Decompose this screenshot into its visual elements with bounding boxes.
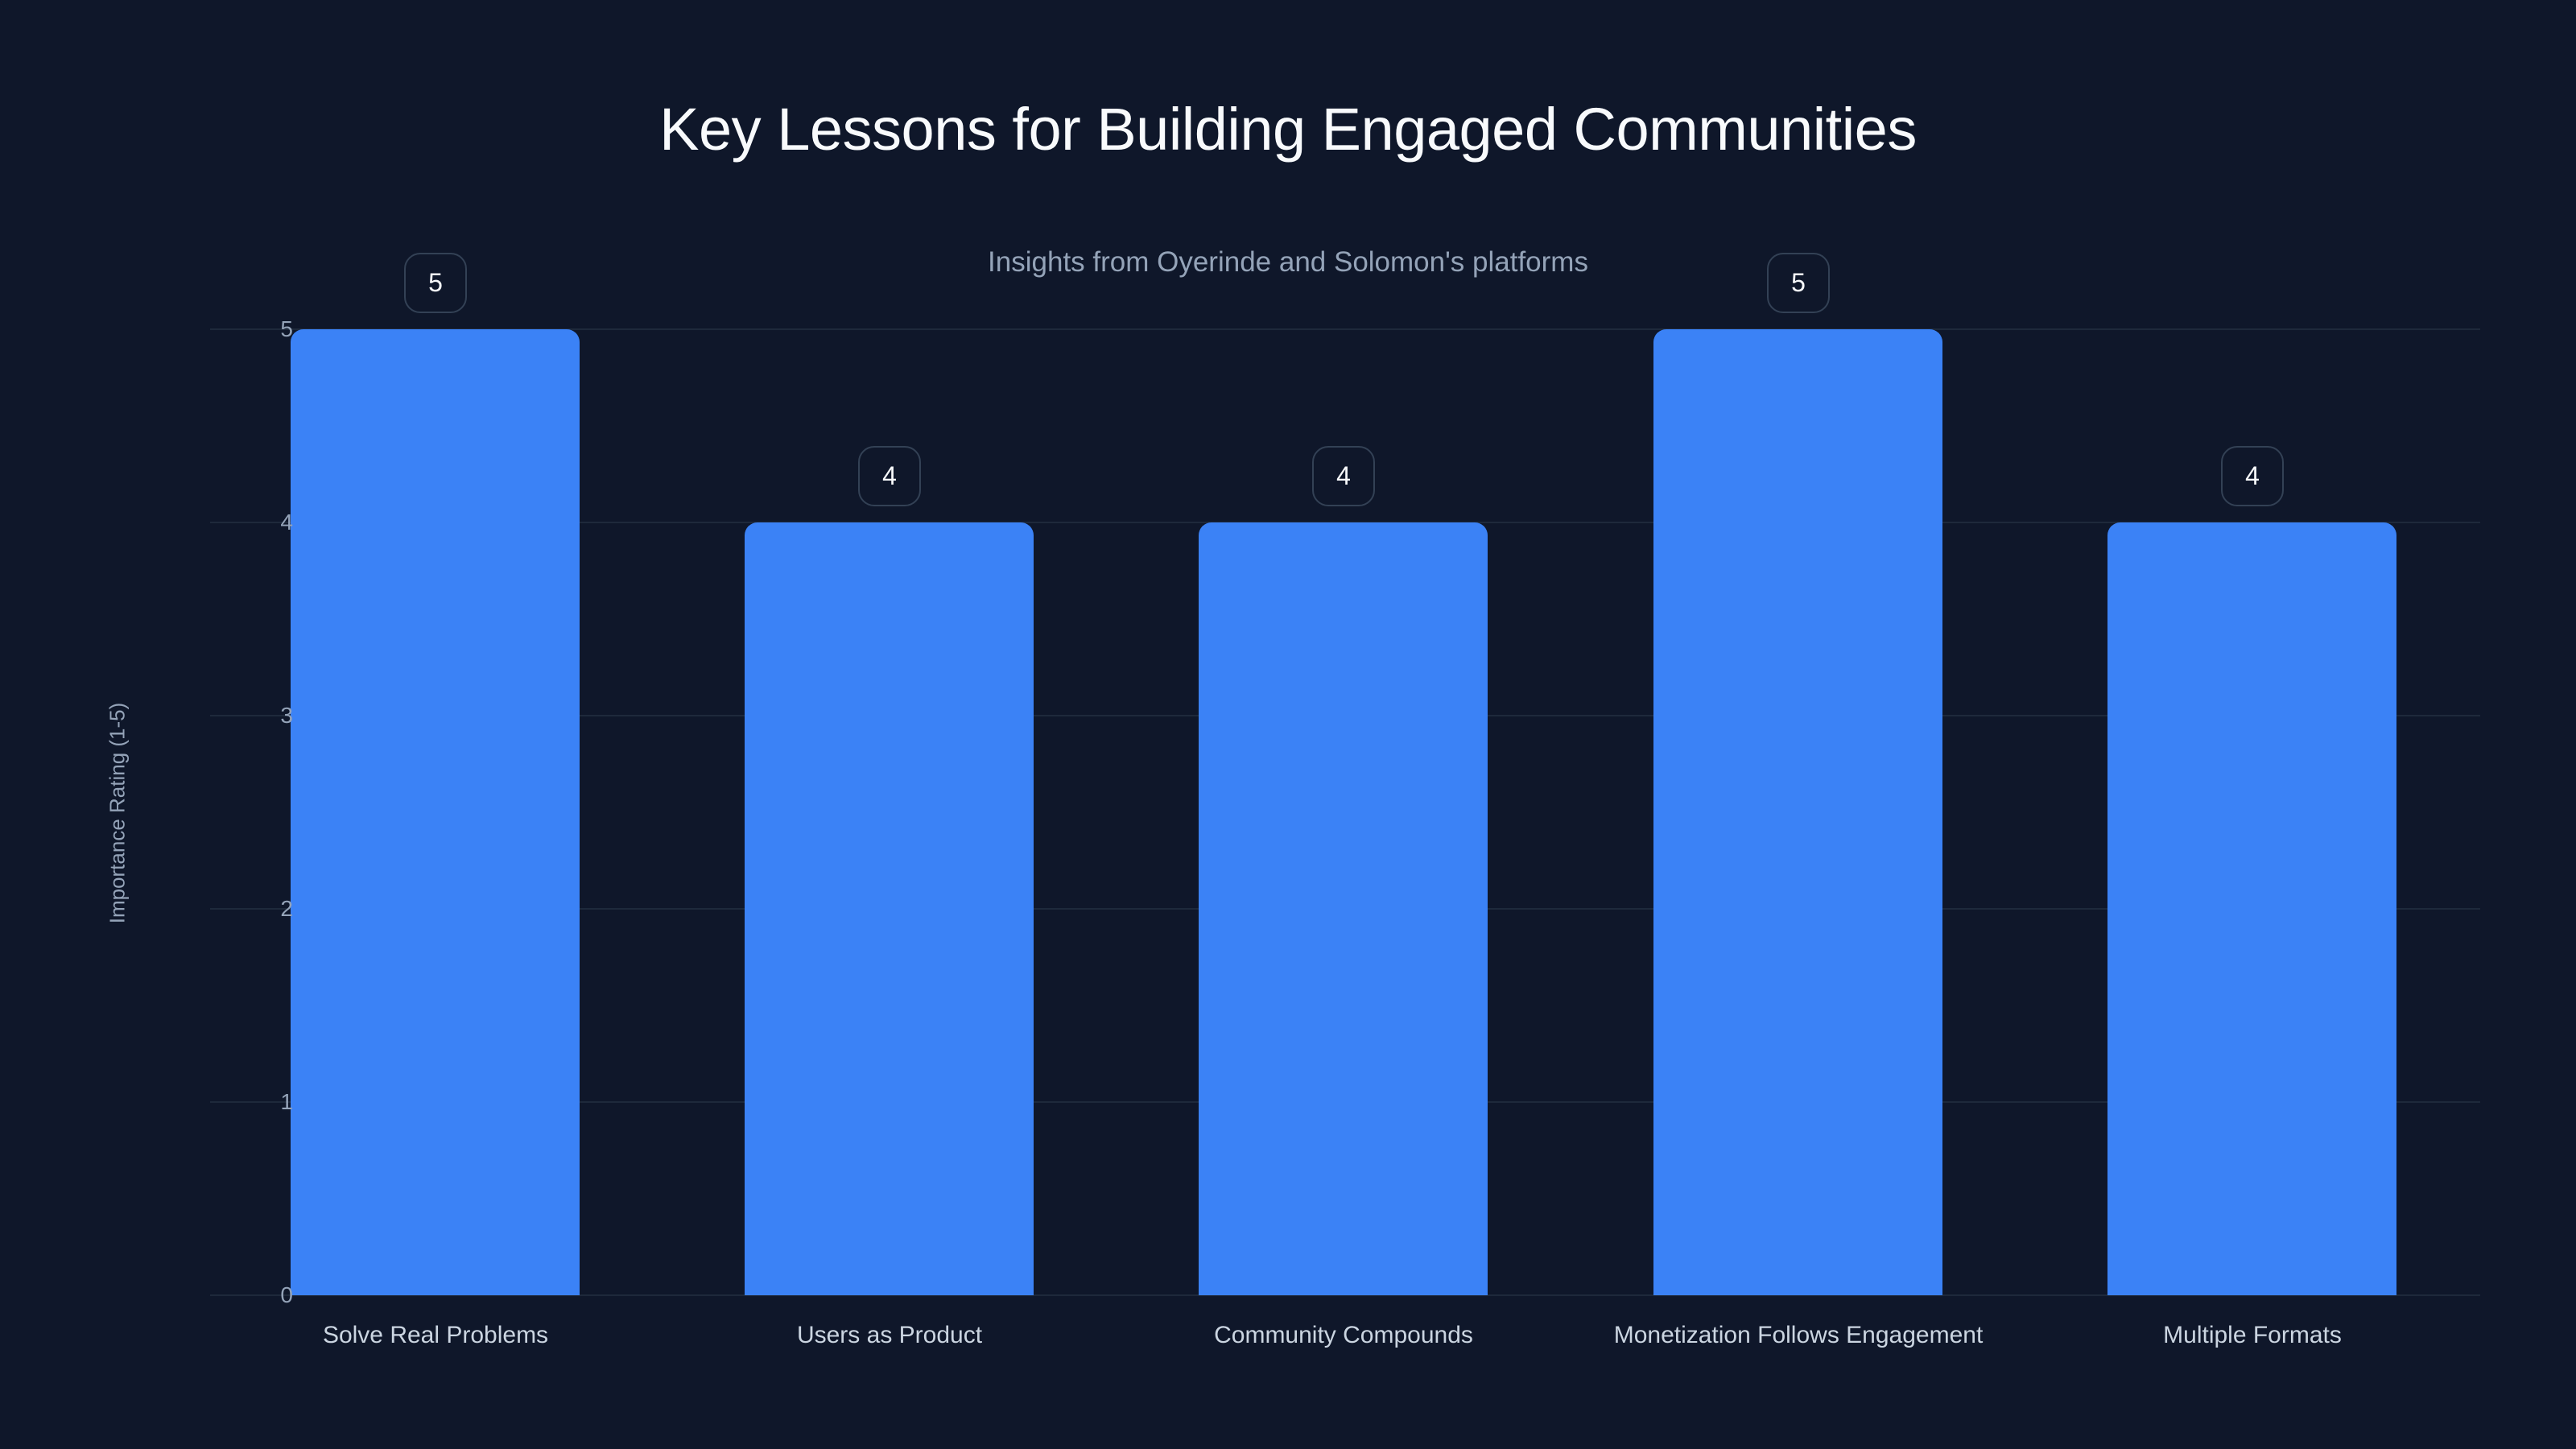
value-label: 4 — [1312, 446, 1375, 506]
y-tick: 5 — [280, 316, 293, 341]
value-label: 5 — [1767, 253, 1830, 313]
y-tick: 4 — [280, 510, 293, 535]
x-tick-label: Multiple Formats — [2163, 1322, 2342, 1348]
bar-community-compounds[interactable] — [1199, 522, 1488, 1295]
y-axis-label: Importance Rating (1-5) — [105, 702, 130, 924]
gridline-0 — [210, 1294, 2480, 1296]
y-tick: 2 — [280, 896, 293, 921]
bar-solve-real-problems[interactable] — [291, 329, 580, 1295]
x-tick-label: Solve Real Problems — [322, 1322, 549, 1348]
value-label: 5 — [404, 253, 467, 313]
x-tick-label: Users as Product — [796, 1322, 983, 1348]
x-tick-label: Community Compounds — [1214, 1322, 1473, 1348]
value-label: 4 — [2221, 446, 2284, 506]
gridline-5 — [210, 328, 2480, 330]
value-label: 4 — [858, 446, 921, 506]
bar-multiple-formats[interactable] — [2107, 522, 2396, 1295]
bar-users-as-product[interactable] — [745, 522, 1034, 1295]
y-tick: 0 — [280, 1282, 293, 1307]
bar-monetization-follows-engagement[interactable] — [1653, 329, 1942, 1295]
chart-subtitle: Insights from Oyerinde and Solomon's pla… — [988, 246, 1588, 278]
plot-area: 5 4 4 5 4 — [210, 253, 2480, 1296]
x-tick-label: Monetization Follows Engagement — [1613, 1322, 1984, 1348]
y-tick: 3 — [280, 703, 293, 728]
y-tick: 1 — [280, 1089, 293, 1114]
chart-title: Key Lessons for Building Engaged Communi… — [659, 96, 1917, 163]
